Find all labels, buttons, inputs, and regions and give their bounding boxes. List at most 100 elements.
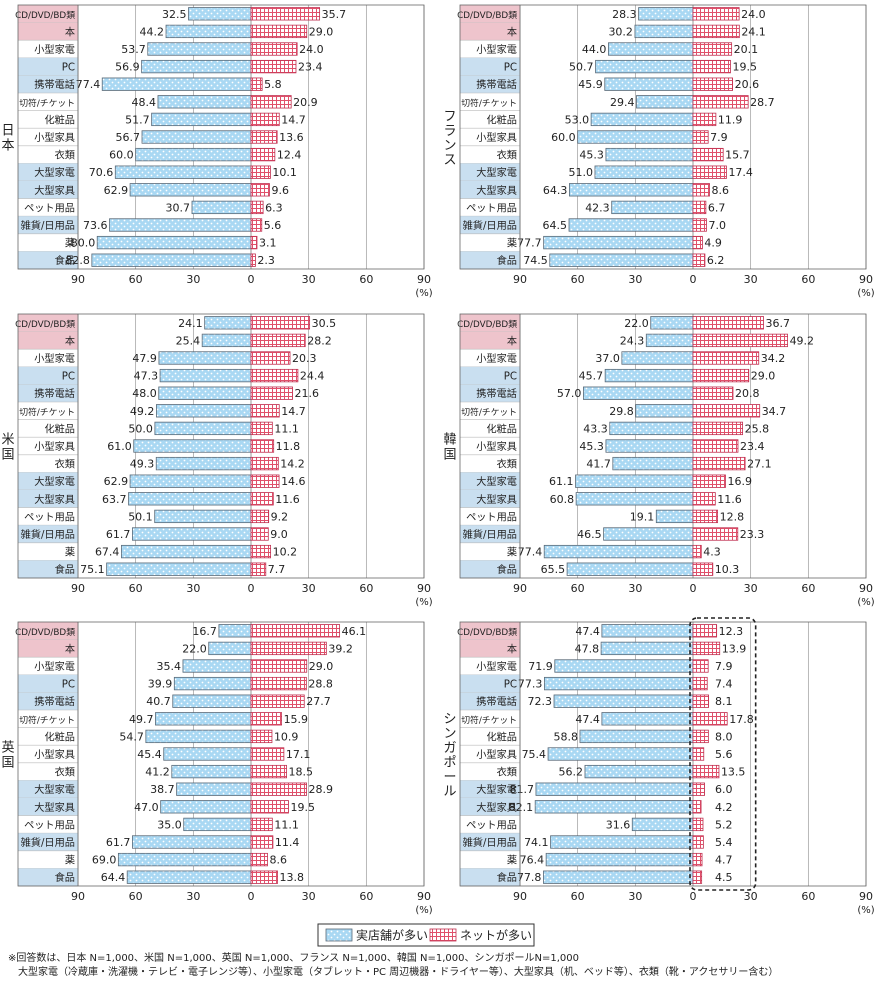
bar-net — [250, 183, 270, 197]
category-cell — [460, 833, 520, 851]
svg-text:英: 英 — [1, 741, 14, 756]
bar-net — [250, 544, 272, 559]
category-label: 小型家具 — [476, 131, 517, 144]
value-label-store: 29.8 — [609, 405, 634, 418]
x-tick-label: 90 — [417, 273, 431, 286]
value-label-store: 61.1 — [549, 475, 574, 488]
x-tick-label: 0 — [690, 890, 697, 903]
value-label-net: 16.9 — [727, 475, 752, 488]
category-label: PC — [62, 680, 75, 691]
bar-net — [692, 817, 704, 832]
bar-store — [160, 800, 252, 814]
bar-store — [151, 112, 252, 127]
value-label-net: 12.4 — [277, 149, 302, 162]
bar-net — [250, 782, 307, 796]
category-cell — [18, 366, 78, 385]
category-label: 食品 — [55, 871, 75, 884]
bar-store — [117, 852, 252, 867]
value-label-net: 11.6 — [717, 493, 742, 506]
bar-store — [172, 694, 252, 708]
bar-net — [250, 439, 275, 453]
bar-net — [692, 235, 703, 250]
bar-store — [145, 729, 252, 744]
x-tick-label: 30 — [744, 582, 758, 595]
value-label-net: 28.2 — [307, 334, 332, 347]
bar-net — [250, 404, 280, 418]
bar-store — [133, 439, 252, 453]
bar-store — [579, 729, 694, 744]
category-cell — [460, 216, 520, 234]
bar-store — [191, 200, 252, 215]
value-label-store: 48.4 — [131, 96, 156, 109]
value-label-store: 25.4 — [176, 334, 201, 347]
category-label: 小型家具 — [476, 748, 517, 761]
category-cell — [460, 57, 520, 76]
value-label-net: 11.4 — [275, 836, 300, 849]
country-label: フランス — [443, 109, 456, 168]
bar-net — [692, 544, 702, 559]
bar-net — [250, 659, 308, 673]
svg-text:本: 本 — [1, 139, 14, 154]
category-cell — [460, 251, 520, 269]
panel-1: フランス CD/DVD/BD類 28.3 24.0 本 30.2 24.1 小型家電 44.0 2… — [443, 4, 875, 299]
bar-store — [155, 456, 252, 471]
value-label-store: 82.8 — [65, 254, 90, 267]
bar-store — [544, 676, 694, 691]
value-label-net: 28.8 — [308, 678, 333, 691]
category-cell — [460, 75, 520, 93]
value-label-store: 63.7 — [102, 493, 127, 506]
category-label: 化粧品 — [44, 422, 75, 435]
value-label-net: 11.9 — [718, 113, 743, 126]
bar-store — [101, 77, 252, 91]
bar-net — [692, 870, 703, 884]
value-label-net: 14.7 — [281, 405, 306, 418]
category-label: 薬 — [507, 855, 517, 867]
category-cell — [460, 366, 520, 385]
x-tick-label: 30 — [302, 273, 316, 286]
category-label: 小型家具 — [34, 440, 75, 453]
value-label-net: 29.0 — [309, 660, 334, 673]
category-label: 切符/チケット — [461, 97, 517, 109]
x-tick-label: 0 — [690, 273, 697, 286]
category-label: 大型家具 — [34, 493, 75, 506]
bar-store — [176, 782, 252, 796]
bar-store — [126, 870, 252, 884]
bar-net — [250, 527, 269, 541]
category-label: 携帯電話 — [34, 695, 75, 708]
category-label: 本 — [65, 25, 75, 38]
category-label: 切符/チケット — [19, 406, 75, 418]
value-label-store: 29.4 — [610, 96, 635, 109]
value-label-store: 44.0 — [582, 43, 607, 56]
category-label: 携帯電話 — [34, 78, 75, 91]
bar-net — [692, 7, 740, 21]
value-label-net: 34.2 — [761, 352, 786, 365]
unit-label: (%) — [415, 905, 432, 916]
x-tick-label: 90 — [71, 890, 85, 903]
category-label: 切符/チケット — [461, 714, 517, 726]
value-label-store: 19.1 — [630, 510, 655, 523]
value-label-net: 28.9 — [309, 783, 334, 796]
category-label: 大型家電 — [476, 783, 517, 796]
category-cell — [18, 692, 78, 710]
value-label-net: 17.4 — [728, 166, 753, 179]
category-cell — [18, 798, 78, 816]
bar-store — [114, 165, 252, 179]
category-cell — [18, 5, 78, 23]
bar-store — [645, 333, 694, 348]
value-label-net: 5.6 — [715, 748, 733, 761]
value-label-net: 15.7 — [725, 149, 750, 162]
svg-text:ガ: ガ — [443, 741, 456, 756]
value-label-store: 47.0 — [134, 801, 159, 814]
category-label: 切符/チケット — [19, 714, 75, 726]
value-label-net: 39.2 — [328, 642, 353, 655]
category-cell — [460, 868, 520, 886]
svg-text:ル: ル — [443, 784, 456, 799]
bar-net — [692, 24, 740, 39]
category-cell — [18, 216, 78, 234]
value-label-net: 8.6 — [712, 184, 730, 197]
value-label-store: 77.8 — [517, 871, 542, 884]
value-label-store: 60.8 — [550, 493, 575, 506]
x-tick-label: 30 — [302, 582, 316, 595]
category-label: 食品 — [497, 871, 517, 884]
category-cell — [18, 163, 78, 181]
